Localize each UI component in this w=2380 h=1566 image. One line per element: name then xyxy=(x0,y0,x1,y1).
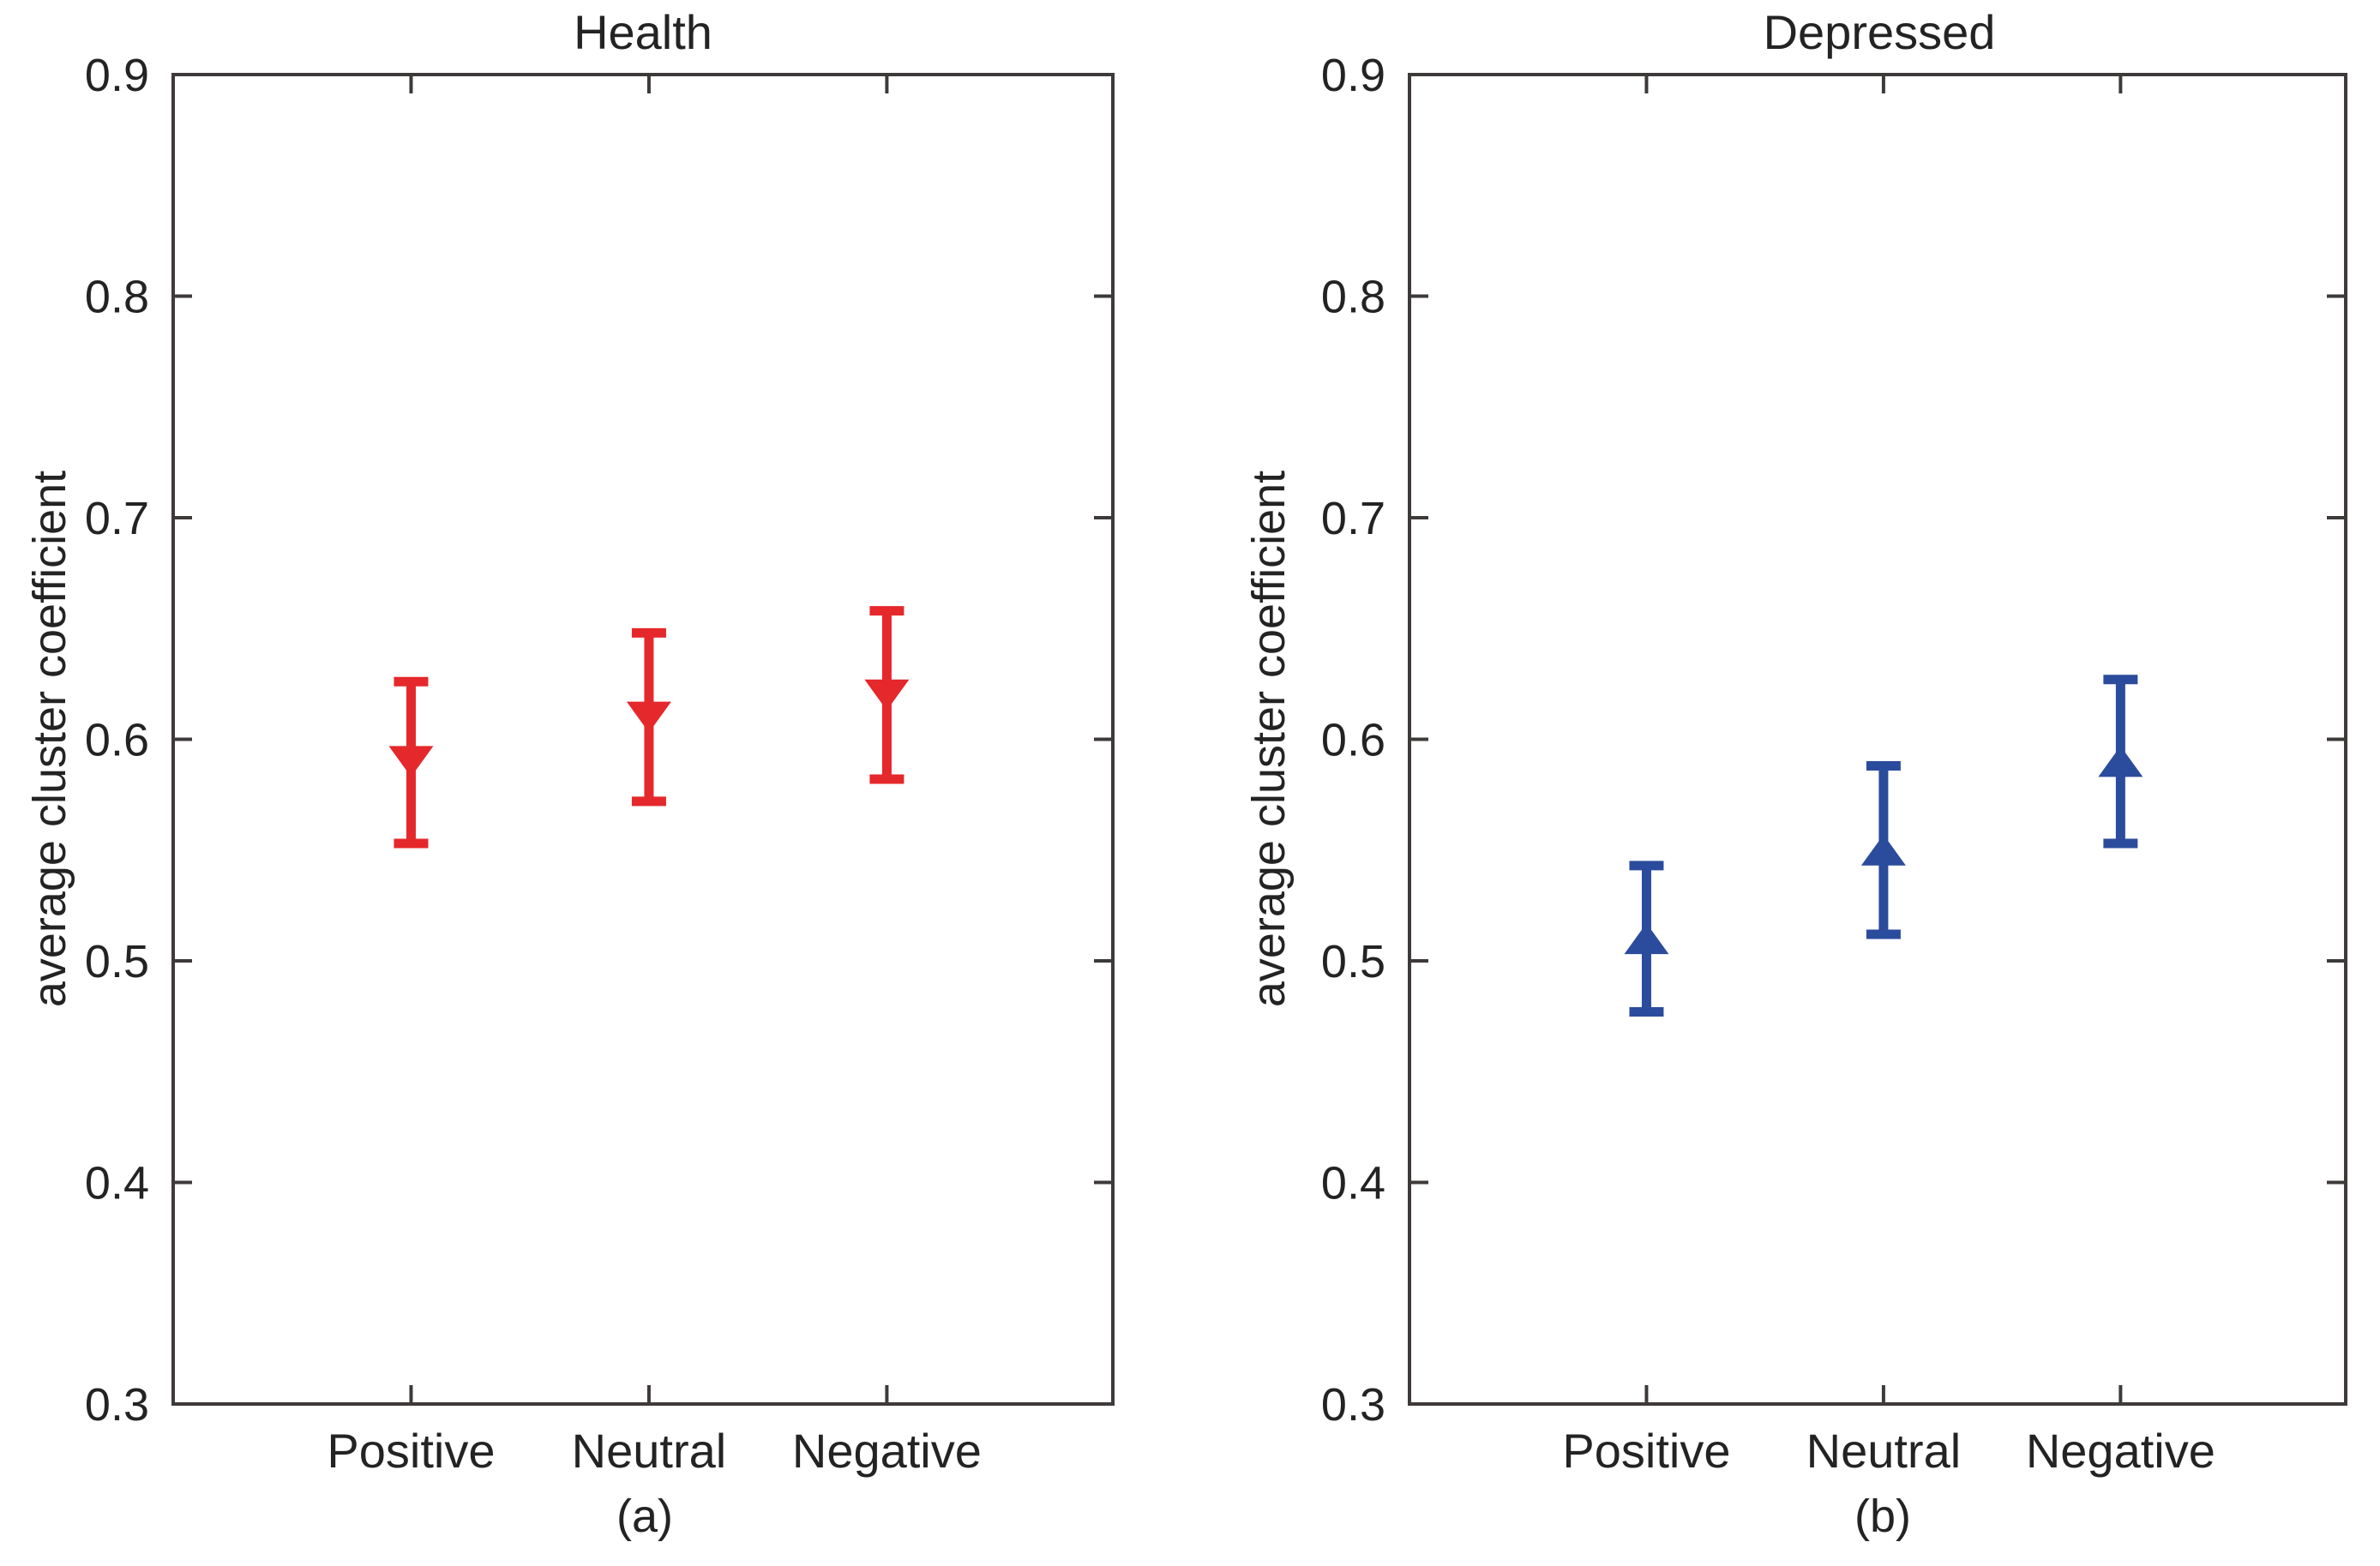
triangle-down-marker-negative xyxy=(864,679,910,711)
subplot-health-title: Health xyxy=(574,5,712,59)
x-tick-label: Positive xyxy=(1562,1424,1730,1478)
triangle-down-marker-positive xyxy=(388,746,434,777)
y-tick-label: 0.4 xyxy=(1321,1157,1385,1209)
x-tick-label: Neutral xyxy=(1806,1424,1962,1478)
y-tick-label: 0.3 xyxy=(1321,1379,1385,1431)
y-tick-label: 0.9 xyxy=(85,50,149,101)
y-tick-label: 0.5 xyxy=(85,936,149,987)
x-tick-label: Negative xyxy=(792,1424,982,1478)
subplot-depressed-title: Depressed xyxy=(1763,5,1996,59)
x-tick-label: Positive xyxy=(327,1424,495,1478)
y-tick-label: 0.8 xyxy=(1321,271,1385,322)
y-tick-label: 0.7 xyxy=(85,493,149,544)
y-tick-label: 0.7 xyxy=(1321,493,1385,544)
y-tick-label: 0.6 xyxy=(85,714,149,765)
triangle-up-marker-negative xyxy=(2098,746,2143,777)
subplot-depressed-caption: (b) xyxy=(1854,1491,1911,1542)
y-tick-label: 0.9 xyxy=(1321,50,1385,101)
y-tick-label: 0.4 xyxy=(85,1157,149,1209)
axes-box xyxy=(1408,73,2347,1406)
y-tick-label: 0.6 xyxy=(1321,714,1385,765)
subplot-health-caption: (a) xyxy=(616,1491,673,1542)
y-tick-label: 0.8 xyxy=(85,271,149,322)
x-tick-label: Neutral xyxy=(572,1424,727,1478)
triangle-down-marker-neutral xyxy=(626,701,671,733)
x-tick-label: Negative xyxy=(2026,1424,2215,1478)
triangle-up-marker-positive xyxy=(1624,923,1669,955)
triangle-up-marker-neutral xyxy=(1860,834,1906,866)
y-tick-label: 0.5 xyxy=(1321,936,1385,987)
y-tick-label: 0.3 xyxy=(85,1379,149,1431)
